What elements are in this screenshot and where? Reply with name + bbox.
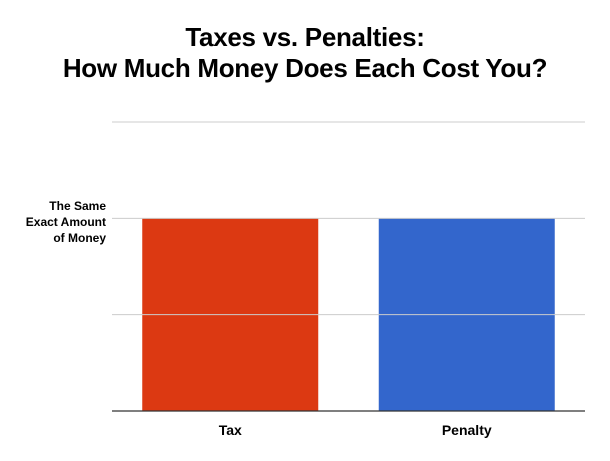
x-tick-label-tax: Tax xyxy=(219,422,242,438)
y-tick-label-same-amount: The Same Exact Amount of Money xyxy=(6,198,106,246)
x-tick-label-penalty: Penalty xyxy=(442,422,492,438)
y-tick-label-line-3: of Money xyxy=(53,231,106,245)
chart-title-line-2: How Much Money Does Each Cost You? xyxy=(62,53,548,83)
chart-title-line-1: Taxes vs. Penalties: xyxy=(185,22,425,52)
chart-title: Taxes vs. Penalties: How Much Money Does… xyxy=(0,22,610,84)
y-tick-label-line-1: The Same xyxy=(49,199,106,213)
y-tick-label-line-2: Exact Amount xyxy=(25,215,106,229)
